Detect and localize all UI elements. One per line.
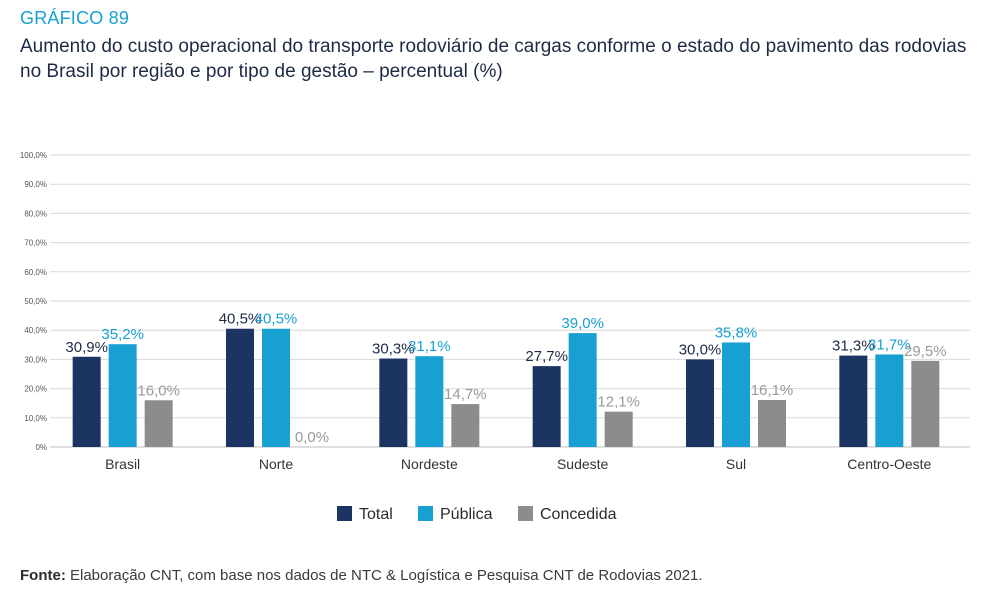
x-tick-label: Sudeste: [557, 456, 609, 472]
bar: [226, 328, 254, 447]
bar: [604, 411, 633, 447]
data-label: 30,9%: [65, 339, 108, 356]
x-tick-label: Norte: [259, 456, 293, 472]
bar: [875, 354, 904, 447]
x-tick-label: Brasil: [105, 456, 140, 472]
data-label: 31,7%: [868, 336, 911, 353]
x-tick-label: Sul: [726, 456, 746, 472]
y-tick-label: 20,0%: [24, 385, 47, 394]
bar: [451, 404, 480, 447]
bar: [262, 328, 290, 447]
data-label: 40,5%: [219, 311, 262, 328]
bar: [72, 356, 101, 447]
bar: [379, 358, 408, 447]
bar: [108, 344, 137, 447]
chart-title: Aumento do custo operacional do transpor…: [20, 36, 967, 82]
legend-swatch: [418, 506, 433, 521]
source-text: Elaboração CNT, com base nos dados de NT…: [65, 567, 703, 584]
data-label: 30,3%: [372, 341, 415, 358]
figure-label: GRÁFICO 89: [20, 8, 130, 28]
data-label: 29,5%: [904, 343, 947, 360]
data-label: 31,3%: [832, 338, 875, 355]
legend-label: Pública: [440, 506, 493, 523]
y-tick-label: 40,0%: [24, 326, 47, 335]
bar: [911, 360, 940, 447]
data-label: 35,8%: [715, 324, 758, 341]
data-label: 12,1%: [597, 394, 640, 411]
data-label: 14,7%: [444, 386, 487, 403]
x-tick-label: Centro-Oeste: [847, 456, 931, 472]
x-tick-label: Nordeste: [401, 456, 458, 472]
y-tick-label: 70,0%: [24, 239, 47, 248]
y-tick-label: 90,0%: [24, 180, 47, 189]
bar: [415, 356, 444, 447]
legend-swatch: [337, 506, 352, 521]
bar: [686, 359, 714, 447]
data-label: 30,0%: [679, 341, 722, 358]
legend-label: Total: [359, 506, 393, 523]
data-label: 16,1%: [751, 382, 794, 399]
data-label: 0,0%: [295, 429, 329, 446]
y-tick-label: 60,0%: [24, 268, 47, 277]
source-note: Fonte: Elaboração CNT, com base nos dado…: [20, 567, 703, 584]
bar: [532, 366, 561, 447]
bar: [758, 399, 786, 447]
source-prefix: Fonte:: [20, 567, 66, 584]
data-label: 16,0%: [137, 382, 180, 399]
y-tick-label: 0%: [35, 443, 47, 452]
data-label: 31,1%: [408, 338, 451, 355]
y-tick-label: 10,0%: [24, 414, 47, 423]
bar: [839, 355, 868, 447]
legend-swatch: [518, 506, 533, 521]
y-tick-label: 80,0%: [24, 209, 47, 218]
y-tick-label: 100,0%: [20, 151, 47, 160]
data-label: 39,0%: [561, 315, 604, 332]
bar: [568, 333, 597, 447]
data-label: 40,5%: [255, 311, 298, 328]
y-tick-label: 50,0%: [24, 297, 47, 306]
bar: [722, 342, 750, 447]
bar: [144, 400, 173, 447]
legend-label: Concedida: [540, 506, 617, 523]
y-tick-label: 30,0%: [24, 355, 47, 364]
data-label: 27,7%: [525, 348, 568, 365]
data-label: 35,2%: [101, 326, 144, 343]
